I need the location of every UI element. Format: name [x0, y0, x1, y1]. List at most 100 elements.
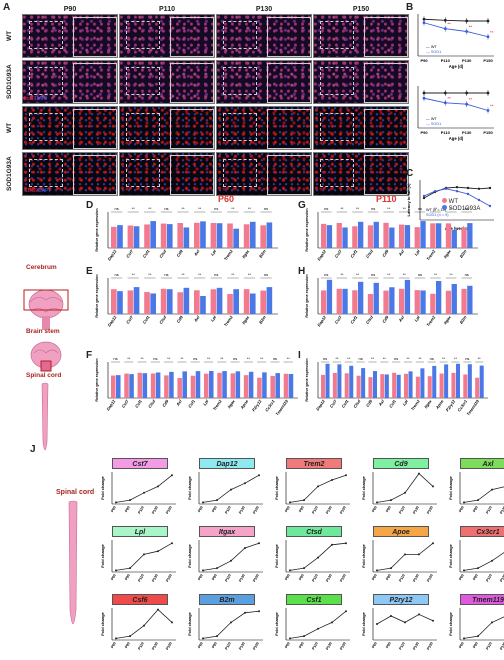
age-tick-label: P90 [211, 506, 218, 514]
series-point-sod [444, 187, 448, 190]
significance-mark: ** [180, 356, 184, 361]
gene-tick-label: B2m [258, 248, 267, 258]
zoom-box [364, 109, 408, 149]
age-tick-label: P150 [252, 642, 260, 651]
legend-sod1: — SOD1 [426, 50, 441, 54]
bar-wt [230, 373, 236, 398]
bar-sod1 [233, 228, 239, 248]
bar-wt [352, 290, 358, 314]
gene-name-box: P2ry12 [373, 594, 429, 605]
fold-change-point [463, 637, 465, 640]
legend-sod1-dot [442, 205, 447, 210]
age-tick-label: P110 [311, 642, 319, 651]
age-tick-label: P110 [311, 506, 319, 515]
fold-change-line [115, 542, 173, 571]
gene-tick-label: Itgax [442, 248, 452, 259]
inset-box [29, 159, 63, 187]
bar-wt [260, 225, 267, 248]
bar-sod1 [436, 281, 442, 314]
y-axis-label: Relative gene expression [95, 274, 99, 317]
gene-tick-label: Ctsd [365, 248, 375, 259]
bar-wt [463, 374, 468, 398]
age-tick-label: P60 [458, 574, 465, 582]
fold-change-point [202, 637, 204, 640]
panel-letter-f: F [86, 350, 93, 361]
y-axis-label: Fold change [448, 475, 453, 499]
gene-tick-label: Trem2 [223, 248, 234, 261]
panel-letter-h: H [298, 266, 306, 277]
bar-sod1 [372, 371, 377, 398]
x-axis-label: Age (d) [449, 136, 464, 141]
bar-wt [367, 293, 374, 314]
age-tick-label: P150 [252, 574, 260, 583]
significance-mark: ns [264, 206, 268, 211]
significance-mark: ** [447, 96, 451, 101]
gene-name-box: Tmem119 [460, 594, 504, 605]
bar-sod1 [117, 291, 123, 314]
y-axis-label: Relative gene expression [305, 358, 309, 401]
tissue-label-brain-stem: Brain stem [26, 328, 60, 335]
gene-name-box: Axl [460, 458, 504, 469]
age-tick-label: P130 [412, 506, 420, 515]
gene-tick-label: B2m [458, 314, 467, 324]
bar-wt [404, 373, 409, 398]
age-tick-label: P90 [385, 642, 392, 650]
bar-sod1 [467, 285, 473, 314]
gene-tick-label: Axl [192, 314, 201, 324]
fold-change-point [129, 567, 131, 570]
fold-change-point [432, 619, 434, 622]
y-axis-label: Fold change [100, 611, 105, 635]
gene-tick-label: Ctsd [158, 248, 168, 259]
bar-sod1 [222, 371, 227, 398]
bar-chart-panel: Relative gene expression ns Dap12 ** Cst7 ** C… [95, 206, 278, 261]
stain-label: Iba1/DAPI [24, 96, 47, 102]
gene-tick-label: Lpl [210, 314, 218, 323]
significance-mark: ** [387, 206, 391, 211]
significance-mark: ** [132, 272, 136, 277]
fold-change-chart: Fold change P60 P90 P110 P130 P150 [100, 608, 176, 651]
legend-sod1: SOD1 (n = 9) [426, 213, 449, 217]
fold-change-line [202, 610, 260, 639]
significance-mark: ** [231, 206, 235, 211]
age-tick-label: P60 [371, 506, 378, 514]
significance-mark: ns [371, 206, 375, 211]
age-tick-label: P130 [238, 574, 246, 583]
bar-sod1 [358, 281, 364, 314]
series-point-sod [466, 192, 470, 196]
significance-mark: ** [247, 356, 251, 361]
significance-mark: ** [371, 356, 375, 361]
fold-change-point [491, 559, 493, 562]
age-tick-label: P150 [165, 506, 173, 515]
age-tick-label: P90 [472, 506, 479, 514]
age-tick-label: P110 [224, 574, 232, 583]
gene-tick-label: Axl [192, 248, 201, 258]
bar-wt [194, 290, 200, 314]
age-tick-label: P130 [412, 642, 420, 651]
zoom-box [73, 155, 117, 195]
bar-sod1 [420, 290, 426, 314]
gene-tick-label: Cd9 [381, 248, 390, 258]
column-header: P110 [159, 6, 175, 13]
age-tick-label: P150 [426, 574, 434, 583]
bar-sod1 [166, 289, 173, 314]
micrograph-tile [22, 152, 118, 196]
bar-wt [190, 375, 196, 398]
bar-wt [164, 375, 169, 398]
significance-mark: ** [287, 356, 291, 361]
bar-sod1 [142, 373, 148, 398]
fold-change-line [115, 474, 173, 503]
bar-wt [177, 377, 182, 398]
bar-wt [111, 375, 116, 398]
fold-change-point [216, 567, 218, 570]
bar-sod1 [373, 221, 379, 248]
fold-change-point [376, 569, 378, 572]
bar-wt [243, 375, 249, 398]
bar-sod1 [129, 374, 134, 398]
age-tick-label: P130 [151, 574, 159, 583]
bar-wt [451, 372, 456, 398]
fold-change-line [289, 610, 347, 639]
significance-mark: ** [469, 25, 473, 30]
age-tick-label: P110 [485, 642, 493, 651]
bar-wt [124, 373, 129, 398]
inset-box [126, 159, 160, 187]
